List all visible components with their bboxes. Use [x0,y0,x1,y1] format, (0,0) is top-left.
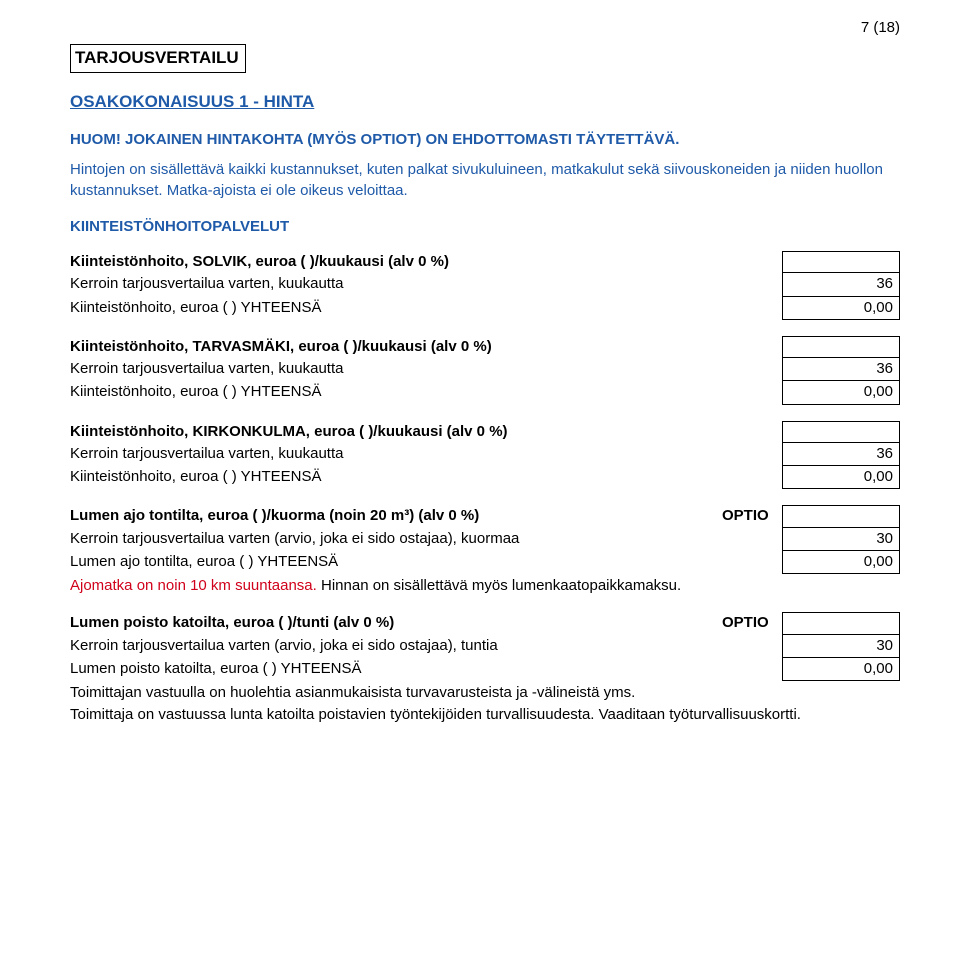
safety-note-2: Toimittaja on vastuussa lunta katoilta p… [70,705,900,725]
section-title: OSAKOKONAISUUS 1 - HINTA [70,91,900,114]
row-value: 30 [782,635,900,658]
row-label: Kiinteistönhoito, euroa ( ) YHTEENSÄ [70,466,722,489]
safety-note-1: Toimittajan vastuulla on huolehtia asian… [70,683,900,703]
services-heading: KIINTEISTÖNHOITOPALVELUT [70,217,900,237]
group-input[interactable] [782,505,900,527]
group-title: Lumen ajo tontilta, euroa ( )/kuorma (no… [70,505,722,527]
optio-col [722,658,782,681]
row-label: Kerroin tarjousvertailua varten (arvio, … [70,635,722,658]
optio-col [722,466,782,489]
group-lumen-ajo: Lumen ajo tontilta, euroa ( )/kuorma (no… [70,505,900,596]
optio-col [722,297,782,320]
page-number: 7 (18) [70,18,900,38]
distance-note: Ajomatka on noin 10 km suuntaansa. Hinna… [70,576,900,596]
distance-note-red: Ajomatka on noin 10 km suuntaansa. [70,577,317,594]
row-label: Kiinteistönhoito, euroa ( ) YHTEENSÄ [70,297,722,320]
mandatory-notice: HUOM! JOKAINEN HINTAKOHTA (MYÖS OPTIOT) … [70,130,900,150]
group-tarvasmaki: Kiinteistönhoito, TARVASMÄKI, euroa ( )/… [70,336,900,405]
group-kirkonkulma: Kiinteistönhoito, KIRKONKULMA, euroa ( )… [70,421,900,490]
row-value: 0,00 [782,297,900,320]
row-value: 36 [782,443,900,466]
optio-col [722,273,782,296]
group-solvik: Kiinteistönhoito, SOLVIK, euroa ( )/kuuk… [70,251,900,320]
optio-col [722,358,782,381]
optio-col [722,251,782,273]
row-value: 30 [782,528,900,551]
row-label: Kerroin tarjousvertailua varten, kuukaut… [70,443,722,466]
optio-label: OPTIO [722,505,782,527]
box-title: TARJOUSVERTAILU [70,44,246,73]
row-label: Lumen ajo tontilta, euroa ( ) YHTEENSÄ [70,551,722,574]
optio-col [722,635,782,658]
group-title: Kiinteistönhoito, TARVASMÄKI, euroa ( )/… [70,336,722,358]
group-input[interactable] [782,421,900,443]
row-value: 0,00 [782,466,900,489]
row-value: 0,00 [782,381,900,404]
intro-paragraph: Hintojen on sisällettävä kaikki kustannu… [70,160,900,201]
row-label: Kerroin tarjousvertailua varten (arvio, … [70,528,722,551]
row-value: 36 [782,273,900,296]
row-label: Lumen poisto katoilta, euroa ( ) YHTEENS… [70,658,722,681]
group-input[interactable] [782,251,900,273]
optio-col [722,421,782,443]
row-value: 36 [782,358,900,381]
group-title: Kiinteistönhoito, KIRKONKULMA, euroa ( )… [70,421,722,443]
group-title: Kiinteistönhoito, SOLVIK, euroa ( )/kuuk… [70,251,722,273]
row-label: Kerroin tarjousvertailua varten, kuukaut… [70,273,722,296]
optio-col [722,528,782,551]
row-value: 0,00 [782,658,900,681]
optio-col [722,443,782,466]
group-lumen-poisto: Lumen poisto katoilta, euroa ( )/tunti (… [70,612,900,725]
row-label: Kerroin tarjousvertailua varten, kuukaut… [70,358,722,381]
optio-label: OPTIO [722,612,782,634]
optio-col [722,551,782,574]
row-value: 0,00 [782,551,900,574]
group-title: Lumen poisto katoilta, euroa ( )/tunti (… [70,612,722,634]
distance-note-black: Hinnan on sisällettävä myös lumenkaatopa… [317,577,681,594]
row-label: Kiinteistönhoito, euroa ( ) YHTEENSÄ [70,381,722,404]
group-input[interactable] [782,336,900,358]
optio-col [722,336,782,358]
group-input[interactable] [782,612,900,634]
optio-col [722,381,782,404]
